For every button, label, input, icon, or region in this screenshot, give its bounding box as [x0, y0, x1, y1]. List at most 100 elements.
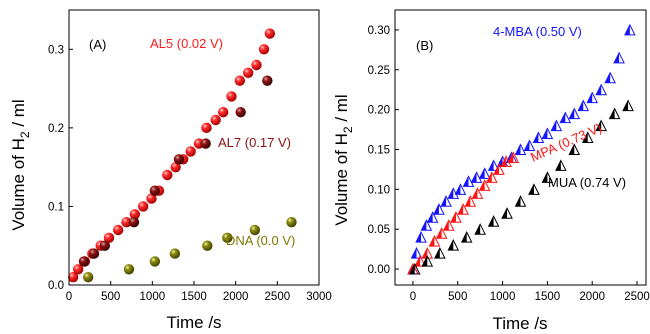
- panel-b-series-2-point: [447, 239, 460, 251]
- panel-b-x-tick-label: 500: [448, 291, 467, 303]
- panel-b-series-0-point: [541, 127, 554, 140]
- panel-a-series-0-point: [217, 106, 229, 118]
- panel-b-series-2-point: [408, 262, 421, 275]
- panel-a-series-0-point: [137, 201, 149, 212]
- panel-b-y-tick-label: 0.15: [368, 144, 390, 156]
- panel-a-series-2-point: [222, 232, 233, 244]
- panel-a-series-0-point: [146, 193, 157, 204]
- panel-b-series-1-point: [428, 235, 441, 247]
- panel-b-series-0-point: [433, 203, 445, 215]
- panel-a-series-2-point: [82, 271, 94, 283]
- panel-a-series-1-point: [235, 106, 246, 118]
- panel-a-series-1-point: [262, 75, 273, 86]
- panel-b-y-tick-label: 0.25: [368, 65, 390, 77]
- panel-b-series-0-point: [462, 175, 475, 187]
- panel-b-series-0-point: [470, 171, 483, 183]
- panel-b-series-0-point: [586, 91, 599, 104]
- mua-label: MUA (0.74 V): [548, 175, 626, 190]
- panel-b-series-0-point: [523, 139, 536, 152]
- panel-b-y-tick-label: 0.20: [368, 105, 390, 117]
- panel-a-x-tick-label: 1000: [140, 291, 166, 303]
- panel-b-series-2-point: [528, 183, 540, 195]
- panel-a-series-0-point: [251, 59, 262, 71]
- panel-a-y-tick-label: 0.0: [48, 280, 64, 292]
- panel-b-series-2-point: [581, 131, 594, 144]
- panel-b-series-2-point: [622, 99, 634, 112]
- panel-a-series-1-point: [99, 240, 111, 251]
- panel-b-series-0-point: [624, 23, 636, 36]
- panel-a-series-0-point: [185, 146, 196, 157]
- panel-b-series-2-point: [595, 119, 607, 132]
- panel-b-series-1-point: [450, 211, 462, 223]
- panel-b-series-2-point: [555, 159, 567, 171]
- panel-b-series-0-point: [415, 231, 427, 243]
- panel-a-series-1-point: [173, 154, 185, 165]
- panel-a-series-0-point: [72, 264, 84, 275]
- panel-b-x-tick-label: 1500: [535, 291, 561, 303]
- panel-b-series-1-point: [486, 171, 498, 183]
- panel-b-series-2-point: [608, 107, 621, 120]
- panel-b-series-1-point: [478, 179, 491, 191]
- panel-b-series-0-point: [514, 143, 527, 155]
- panel-b-x-tick-label: 2000: [579, 291, 605, 303]
- panel-a-series-0-point: [201, 122, 212, 134]
- panel-b-series-0-point: [487, 159, 500, 171]
- panel-a-y-tick-label: 0.3: [48, 44, 64, 56]
- panel-b-series-0-point: [420, 219, 433, 231]
- panel-b-series-0-point: [559, 111, 572, 124]
- panel-b-series-0-point: [478, 167, 491, 179]
- panel-a-series-0-point: [170, 161, 181, 173]
- panel-a-series-0-point: [210, 114, 221, 126]
- panel-b-y-tick-label: 0.30: [368, 25, 390, 37]
- panel-b-x-tick-label: 1000: [490, 291, 516, 303]
- panel-b-series-0-point: [577, 99, 590, 112]
- panel-a-series-1-point: [78, 256, 90, 267]
- panel-b-series-2-point: [501, 207, 513, 219]
- panel-a-x-tick-label: 1500: [181, 291, 207, 303]
- dna-label: DNA (0.0 V): [226, 233, 295, 248]
- panel-b-series-0-point: [454, 183, 467, 195]
- panel-b: Volume of H2 / ml 0 500 1000 1500 2000 2500 0.…: [332, 9, 650, 333]
- panel-b-series-2-point: [514, 195, 527, 207]
- panel-a-series-0-point: [264, 28, 276, 39]
- panel-b-series-2-point: [460, 231, 473, 243]
- panel-a-series-0-point: [234, 75, 246, 86]
- panel-a-series-2-point: [202, 240, 213, 251]
- panel-b-series-0-point: [426, 211, 439, 223]
- panel-a-series-0-point: [242, 67, 254, 79]
- panel-a-plot-frame: [68, 9, 320, 286]
- panel-a-series-0-point: [103, 232, 115, 244]
- panel-a-x-tick-label: 500: [101, 291, 120, 303]
- panel-a-series-0-point: [129, 209, 141, 220]
- panel-b-series-1-point: [493, 163, 505, 175]
- panel-a-series-2-point: [169, 248, 181, 259]
- panel-b-series-1-point: [435, 227, 448, 239]
- panel-b-series-0-point: [613, 51, 625, 64]
- panel-b-y-axis-label: Volume of H2 / ml: [332, 94, 355, 225]
- panel-b-series-0-point: [550, 119, 563, 132]
- panel-b-series-2-point: [541, 171, 554, 183]
- panel-a-x-tick-label: 0: [66, 291, 72, 303]
- panel-b-series-1-point: [471, 187, 484, 199]
- panel-b-series-2-point: [568, 143, 581, 155]
- panel-a-series-2-point: [123, 264, 135, 275]
- panel-b-series-0-point: [568, 107, 581, 120]
- panel-a-series-0-point: [226, 91, 237, 102]
- panel-a-series-1-point: [128, 216, 140, 228]
- panel-b-series-2-point: [434, 246, 446, 259]
- panel-a-x-axis-label: Time /s: [166, 313, 221, 332]
- panel-b-series-1-point: [507, 151, 520, 163]
- panel-b-x-tick-label: 0: [410, 291, 416, 303]
- panel-a-series-1-point: [88, 248, 100, 259]
- panel-b-series-2-point: [487, 215, 500, 227]
- panel-b-y-tick-label: 0.05: [368, 224, 390, 236]
- panel-a-label: (A): [89, 37, 106, 52]
- panel-a: Volume of H2 / ml 0 500 1000 1500 2000 2500 30…: [9, 9, 332, 332]
- panel-a-series-2-point: [249, 224, 261, 236]
- panel-a-series-1-point: [149, 185, 161, 196]
- panel-a-x-tick-label: 2500: [265, 291, 291, 303]
- panel-a-series-0-point: [67, 271, 79, 283]
- panel-a-y-tick-label: 0.1: [48, 201, 64, 213]
- panel-a-series-0-point: [162, 169, 173, 181]
